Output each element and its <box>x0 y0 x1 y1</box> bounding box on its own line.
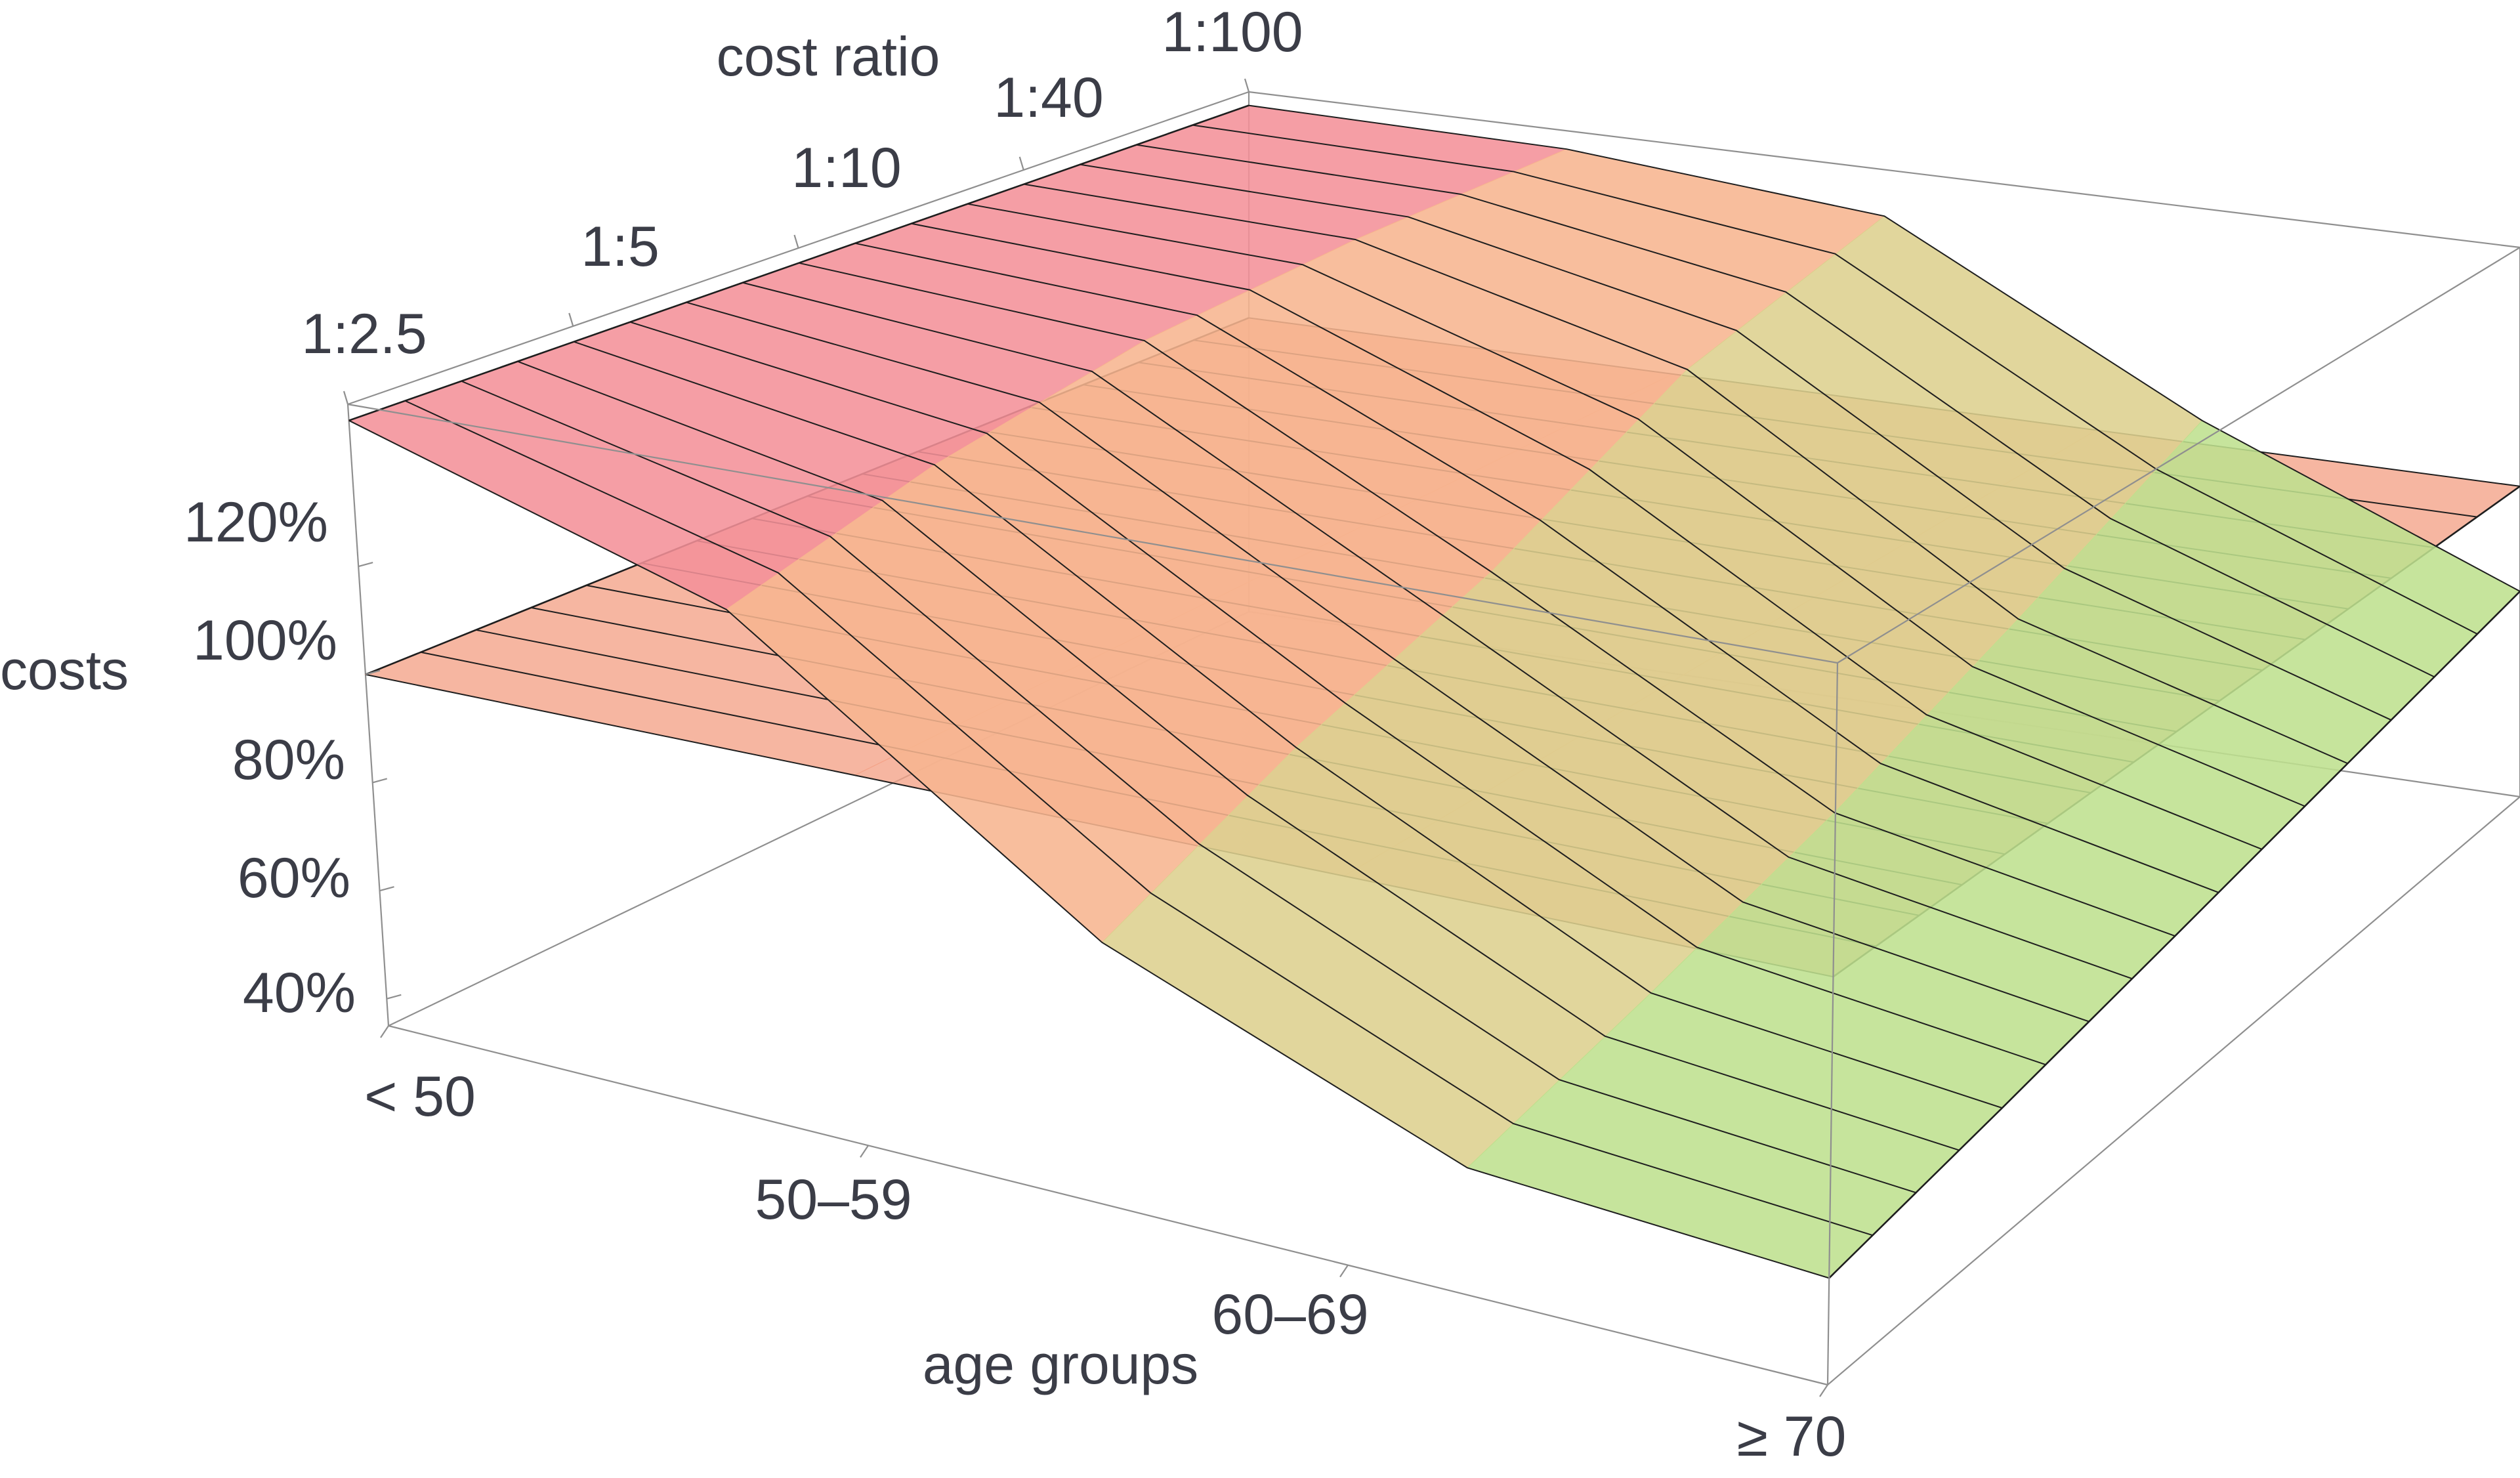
z-tick-mark <box>372 778 388 784</box>
surface-edge <box>348 104 1250 421</box>
box-edge <box>1837 247 2520 664</box>
z-tick-mark <box>358 561 373 568</box>
y-tick-label: 1:10 <box>791 137 901 200</box>
box-edge <box>1827 796 2520 1385</box>
mesh-line <box>404 400 1873 1236</box>
y-tick-label: 1:2.5 <box>301 303 427 366</box>
x-tick-label: 50–59 <box>755 1168 912 1231</box>
mesh-line <box>1248 104 2520 592</box>
z-tick-mark <box>387 994 402 1000</box>
z-tick-label: 80% <box>232 728 345 792</box>
box-front-edges <box>347 247 2520 1386</box>
axis-labels: cost ratio costs age groups < 50 50–59 6… <box>0 1 1846 1468</box>
x-tick-label: < 50 <box>364 1065 476 1128</box>
box-edge <box>388 1024 1828 1386</box>
mesh-line <box>348 419 1830 1279</box>
y-axis-title: cost ratio <box>717 26 940 87</box>
mesh-line <box>799 262 2175 937</box>
x-tick-label: ≥ 70 <box>1737 1405 1847 1468</box>
y-tick-mark <box>793 234 799 249</box>
box-edge <box>346 404 390 1026</box>
z-tick-label: 40% <box>243 961 356 1024</box>
mesh-line <box>461 380 1916 1194</box>
y-tick-mark <box>1018 156 1024 171</box>
mesh-line <box>1023 183 2348 765</box>
x-tick-label: 60–69 <box>1211 1283 1368 1346</box>
box-edge <box>347 403 1838 664</box>
mesh-line <box>629 321 2046 1065</box>
mesh-line <box>574 341 2003 1109</box>
y-tick-mark <box>343 391 349 405</box>
x-tick-mark <box>1819 1384 1828 1397</box>
y-tick-label: 1:5 <box>581 215 660 278</box>
box-edge <box>1248 91 2520 249</box>
y-tick-label: 1:40 <box>994 66 1103 129</box>
x-tick-mark <box>1339 1265 1349 1278</box>
y-tick-label: 1:100 <box>1162 1 1303 64</box>
mesh-line <box>742 282 2132 979</box>
mesh-line <box>1192 124 2477 635</box>
mesh-line <box>1136 144 2435 677</box>
mesh-line <box>911 222 2262 850</box>
z-tick-mark <box>379 886 394 892</box>
y-tick-mark <box>568 312 574 327</box>
z-tick-mark <box>365 669 381 675</box>
x-tick-mark <box>860 1145 869 1158</box>
mesh-line <box>686 301 2089 1023</box>
z-tick-label: 120% <box>184 491 328 554</box>
z-axis-title: costs <box>0 639 129 701</box>
mesh-line <box>854 242 2219 893</box>
surface-edge <box>1828 591 2520 1279</box>
axis-ticks <box>343 78 1828 1397</box>
z-tick-label: 60% <box>238 847 350 910</box>
mesh-line <box>967 203 2305 807</box>
mesh-line <box>517 360 1960 1151</box>
surfaces <box>348 104 2520 1279</box>
x-tick-mark <box>380 1025 389 1038</box>
surface-relative_costs <box>348 104 2520 1279</box>
box-edge <box>1826 662 1839 1385</box>
mesh-line <box>1080 163 2391 721</box>
x-axis-title: age groups <box>923 1334 1198 1395</box>
z-tick-label: 100% <box>193 609 337 672</box>
y-tick-mark <box>1244 78 1250 93</box>
